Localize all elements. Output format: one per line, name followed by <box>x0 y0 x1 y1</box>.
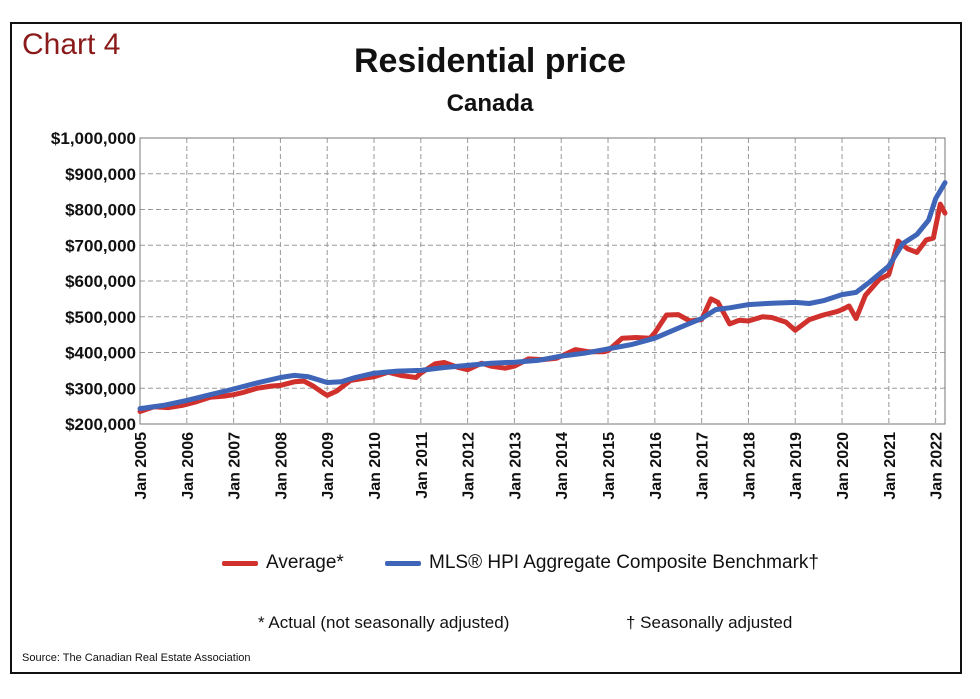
x-tick-label: Jan 2019 <box>788 432 805 500</box>
x-tick-label: Jan 2014 <box>554 432 571 500</box>
y-tick-label: $300,000 <box>65 379 136 398</box>
legend-item-mls: MLS® HPI Aggregate Composite Benchmark† <box>385 552 819 574</box>
y-tick-label: $400,000 <box>65 344 136 363</box>
chart-subtitle: Canada <box>446 90 534 117</box>
x-tick-label: Jan 2007 <box>227 432 244 500</box>
x-tick-label: Jan 2017 <box>695 432 712 500</box>
chart-legend: Average* MLS® HPI Aggregate Composite Be… <box>0 552 980 582</box>
legend-item-average: Average* <box>222 552 344 574</box>
source-note: Source: The Canadian Real Estate Associa… <box>22 652 251 664</box>
x-tick-label: Jan 2021 <box>882 432 899 500</box>
x-tick-label: Jan 2020 <box>835 432 852 500</box>
x-tick-label: Jan 2011 <box>414 432 431 499</box>
x-tick-label: Jan 2010 <box>367 432 384 500</box>
note-seasonal: † Seasonally adjusted <box>626 613 793 632</box>
y-tick-label: $500,000 <box>65 308 136 327</box>
chart-number-label: Chart 4 <box>22 28 121 61</box>
chart-frame <box>10 22 962 674</box>
x-tick-label: Jan 2005 <box>133 432 150 500</box>
series-line-mls <box>137 180 948 412</box>
note-actual: * Actual (not seasonally adjusted) <box>258 613 510 632</box>
x-tick-label: Jan 2009 <box>320 432 337 500</box>
legend-label-average: Average* <box>266 552 344 573</box>
x-tick-label: Jan 2022 <box>929 432 946 500</box>
x-tick-label: Jan 2006 <box>180 432 197 500</box>
y-tick-label: $200,000 <box>65 415 136 434</box>
legend-label-mls: MLS® HPI Aggregate Composite Benchmark† <box>429 552 819 573</box>
y-tick-label: $1,000,000 <box>51 129 136 148</box>
legend-swatch-average <box>222 560 258 566</box>
y-tick-label: $700,000 <box>65 236 136 255</box>
legend-swatch-mls <box>385 560 421 566</box>
x-tick-label: Jan 2012 <box>461 432 478 500</box>
axis-layer <box>139 137 946 425</box>
y-tick-label: $800,000 <box>65 201 136 220</box>
tick-label-layer: $1,000,000 $900,000 $800,000 $700,000 $600,0… <box>51 129 946 500</box>
x-tick-label: Jan 2008 <box>273 432 290 500</box>
plot-border <box>139 137 946 425</box>
x-tick-label: Jan 2015 <box>601 432 618 500</box>
x-tick-label: Jan 2018 <box>741 432 758 500</box>
chart-title: Residential price <box>353 42 627 80</box>
series-layer <box>137 180 948 414</box>
x-tick-label: Jan 2016 <box>648 432 665 500</box>
y-tick-label: $600,000 <box>65 272 136 291</box>
x-tick-label: Jan 2013 <box>507 432 524 500</box>
y-tick-label: $900,000 <box>65 165 136 184</box>
